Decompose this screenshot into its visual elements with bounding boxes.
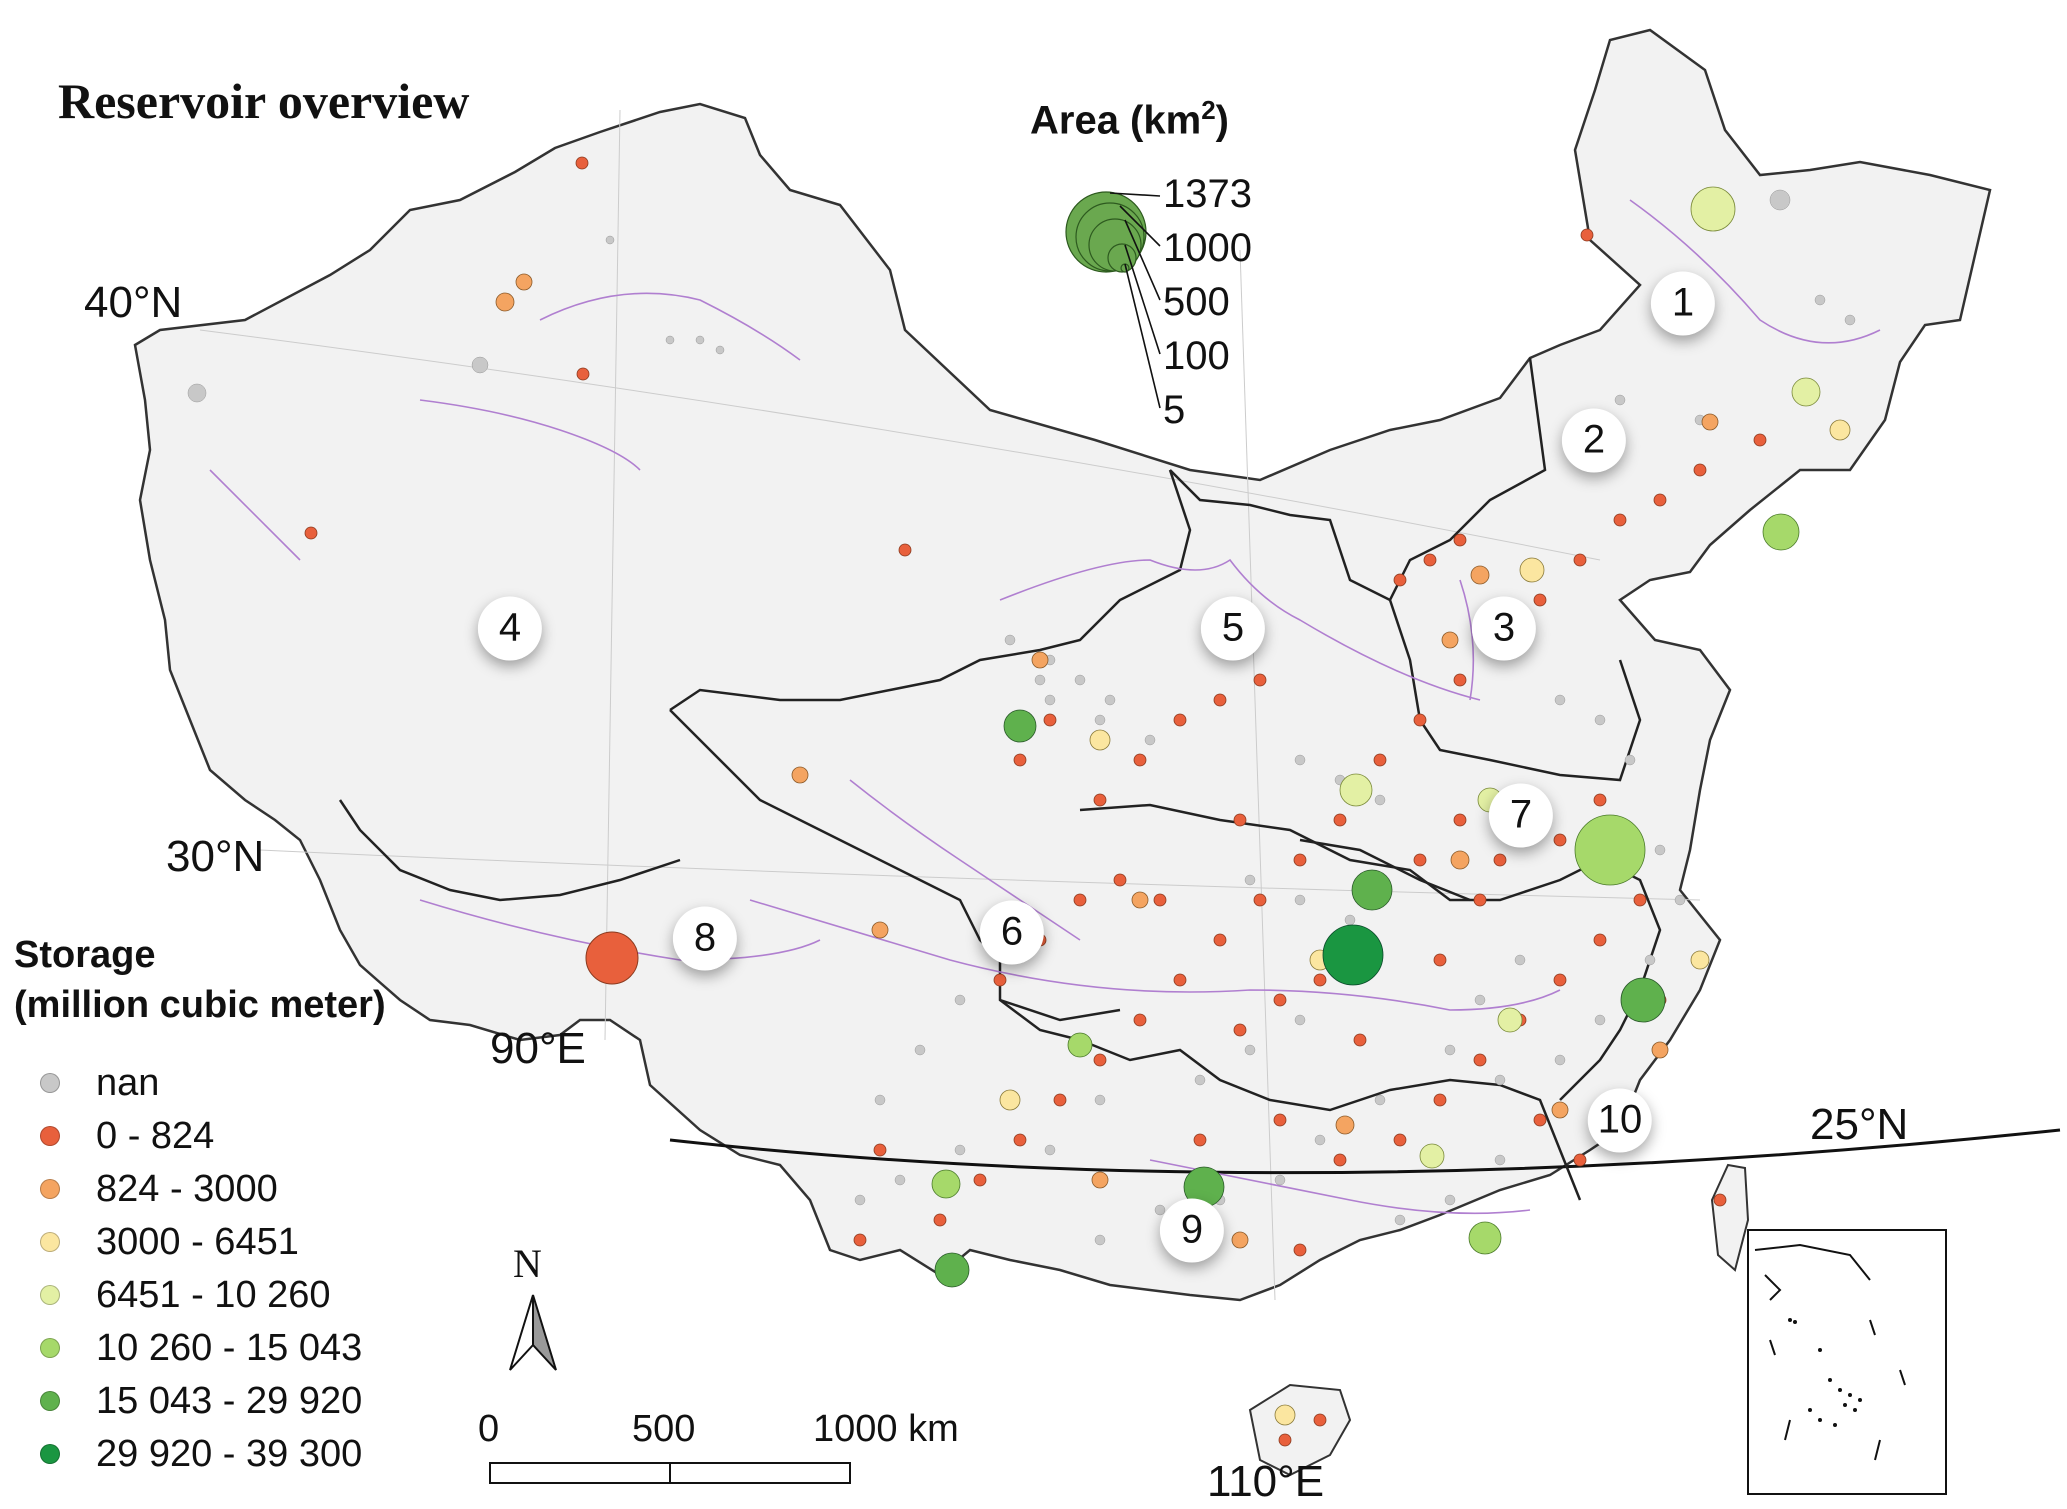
latitude-25-line (669, 1128, 2061, 1175)
china-landmass (133, 28, 1992, 1302)
storage-legend-label: 10 260 - 15 043 (96, 1326, 363, 1369)
region-label-2: 2 (1582, 417, 1606, 462)
storage-legend-item: 0 - 824 (40, 1111, 214, 1161)
legend-swatch-icon (40, 1391, 60, 1411)
storage-legend-item: 6451 - 10 260 (40, 1270, 331, 1320)
region-label-9: 9 (1180, 1207, 1204, 1252)
region-label-6: 6 (1000, 909, 1024, 954)
basin-boundaries (338, 357, 1662, 1201)
legend-swatch-icon (40, 1126, 60, 1146)
storage-legend-label: 29 920 - 39 300 (96, 1432, 363, 1475)
reservoirs-class-15043-29920 (934, 709, 1666, 1288)
storage-legend-item: 824 - 3000 (40, 1164, 278, 1214)
north-label: N (513, 1241, 542, 1286)
scale-bar (489, 1462, 851, 1484)
storage-legend-title: Storage (million cubic meter) (14, 934, 386, 1026)
area-legend-circles (1065, 191, 1147, 273)
scale-label-0: 0 (478, 1408, 500, 1450)
reservoirs-class-824-3000 (495, 273, 1719, 1249)
map-title: Reservoir overview (58, 73, 470, 129)
scale-label-500: 500 (632, 1408, 696, 1450)
graticule (199, 109, 1701, 1301)
rivers (209, 199, 1881, 1215)
area-legend-leaders (1109, 192, 1161, 409)
north-arrow-icon (509, 1294, 557, 1371)
reservoirs-class-6451-10260 (1339, 186, 1821, 1169)
region-label-3: 3 (1492, 605, 1516, 650)
region-label-10: 10 (1597, 1097, 1643, 1142)
region-label-4: 4 (498, 605, 522, 650)
region-label-5: 5 (1221, 605, 1245, 650)
storage-legend-label: 6451 - 10 260 (96, 1273, 331, 1316)
storage-legend-item: 15 043 - 29 920 (40, 1376, 362, 1426)
storage-legend-item: 3000 - 6451 (40, 1217, 299, 1267)
scale-label-1000: 1000 km (813, 1408, 959, 1450)
storage-legend-label: 3000 - 6451 (96, 1220, 299, 1263)
region-label-1: 1 (1671, 280, 1695, 325)
legend-swatch-icon (40, 1232, 60, 1252)
storage-legend-label: 0 - 824 (96, 1114, 215, 1157)
area-legend-value: 1000 (1163, 226, 1252, 270)
legend-swatch-icon (40, 1179, 60, 1199)
hainan-island (1248, 1383, 1352, 1477)
lat-25-label: 25°N (1810, 1100, 1909, 1149)
area-legend-value: 5 (1163, 388, 1186, 432)
reservoirs-class-10260-15043 (931, 513, 1800, 1255)
legend-swatch-icon (40, 1444, 60, 1464)
legend-swatch-icon (40, 1285, 60, 1305)
reservoir-region8 (585, 931, 639, 985)
area-legend-value: 500 (1163, 280, 1230, 324)
storage-legend-item: nan (40, 1058, 159, 1108)
storage-legend-item: 29 920 - 39 300 (40, 1429, 362, 1479)
reservoirs-nan (187, 189, 1856, 1246)
legend-swatch-icon (40, 1073, 60, 1093)
storage-legend-label: 824 - 3000 (96, 1167, 278, 1210)
region-label-8: 8 (693, 915, 717, 960)
legend-swatch-icon (40, 1338, 60, 1358)
area-legend-value: 100 (1163, 334, 1230, 378)
region-label-7: 7 (1509, 792, 1533, 837)
lon-90-label: 90°E (490, 1024, 586, 1073)
lat-30-label: 30°N (166, 832, 265, 881)
lat-40-label: 40°N (84, 278, 183, 327)
storage-legend-label: 15 043 - 29 920 (96, 1379, 363, 1422)
lon-110-label: 110°E (1207, 1457, 1325, 1506)
reservoirs-class-0-824 (304, 156, 1767, 1447)
reservoirs-class-29920-39300 (1322, 924, 1384, 986)
storage-legend-item: 10 260 - 15 043 (40, 1323, 362, 1373)
storage-legend-label: nan (96, 1061, 160, 1104)
taiwan-island (1710, 1163, 1750, 1272)
area-legend-value: 1373 (1163, 172, 1252, 216)
area-legend-title: Area (km2) (1030, 95, 1229, 143)
south-china-sea-inset (1747, 1229, 1947, 1495)
